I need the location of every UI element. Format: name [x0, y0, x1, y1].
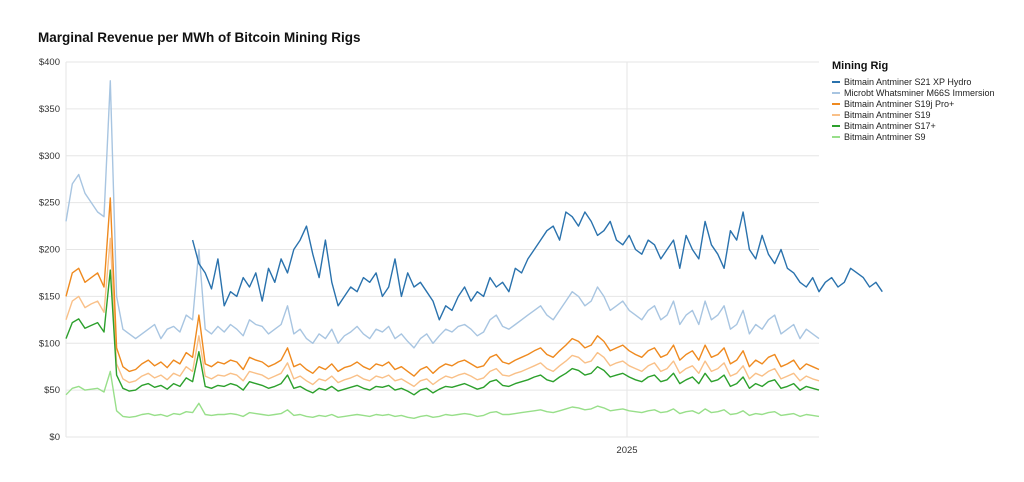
legend-swatch [832, 113, 840, 116]
series-line-1 [65, 80, 820, 349]
legend-label: Bitmain Antminer S9 [844, 131, 926, 142]
legend-item: Bitmain Antminer S9 [832, 131, 995, 142]
grid-lines [65, 61, 819, 438]
series-line-3 [65, 237, 820, 388]
legend-title: Mining Rig [832, 60, 889, 72]
legend-item: Microbt Whatsminer M66S Immersion [832, 87, 995, 98]
y-tick-label: $300 [39, 151, 60, 162]
y-tick-label: $250 [39, 198, 60, 209]
legend-items: Bitmain Antminer S21 XP Hydro Microbt Wha… [832, 76, 995, 142]
legend-label: Microbt Whatsminer M66S Immersion [844, 87, 995, 98]
axes: $0 $50 $100 $150 $200 $250 $300 $350 $400 2025 [39, 57, 638, 456]
legend-label: Bitmain Antminer S19 [844, 109, 931, 120]
legend-swatch [832, 91, 840, 94]
legend-swatch [832, 135, 840, 138]
legend-swatch [832, 80, 840, 83]
legend-item: Bitmain Antminer S21 XP Hydro [832, 76, 995, 87]
legend-swatch [832, 124, 840, 127]
y-tick-label: $400 [39, 57, 60, 68]
legend-label: Bitmain Antminer S21 XP Hydro [844, 76, 972, 87]
legend-label: Bitmain Antminer S17+ [844, 120, 936, 131]
series-line-0 [191, 211, 883, 321]
y-tick-label: $50 [44, 385, 60, 396]
y-tick-label: $150 [39, 291, 60, 302]
y-tick-label: $0 [49, 432, 60, 443]
series-line-2 [65, 197, 820, 377]
legend-swatch [832, 102, 840, 105]
legend-label: Bitmain Antminer S19j Pro+ [844, 98, 955, 109]
legend: Mining Rig Bitmain Antminer S21 XP Hydro… [832, 60, 995, 142]
legend-item: Bitmain Antminer S17+ [832, 120, 995, 131]
series-line-4 [65, 269, 820, 396]
legend-item: Bitmain Antminer S19 [832, 109, 995, 120]
y-tick-label: $200 [39, 245, 60, 256]
legend-item: Bitmain Antminer S19j Pro+ [832, 98, 995, 109]
y-tick-label: $100 [39, 338, 60, 349]
y-tick-label: $350 [39, 104, 60, 115]
series-line-5 [65, 370, 820, 419]
chart-title: Marginal Revenue per MWh of Bitcoin Mini… [38, 30, 361, 45]
series-lines [65, 80, 883, 419]
x-tick-label: 2025 [616, 445, 637, 456]
